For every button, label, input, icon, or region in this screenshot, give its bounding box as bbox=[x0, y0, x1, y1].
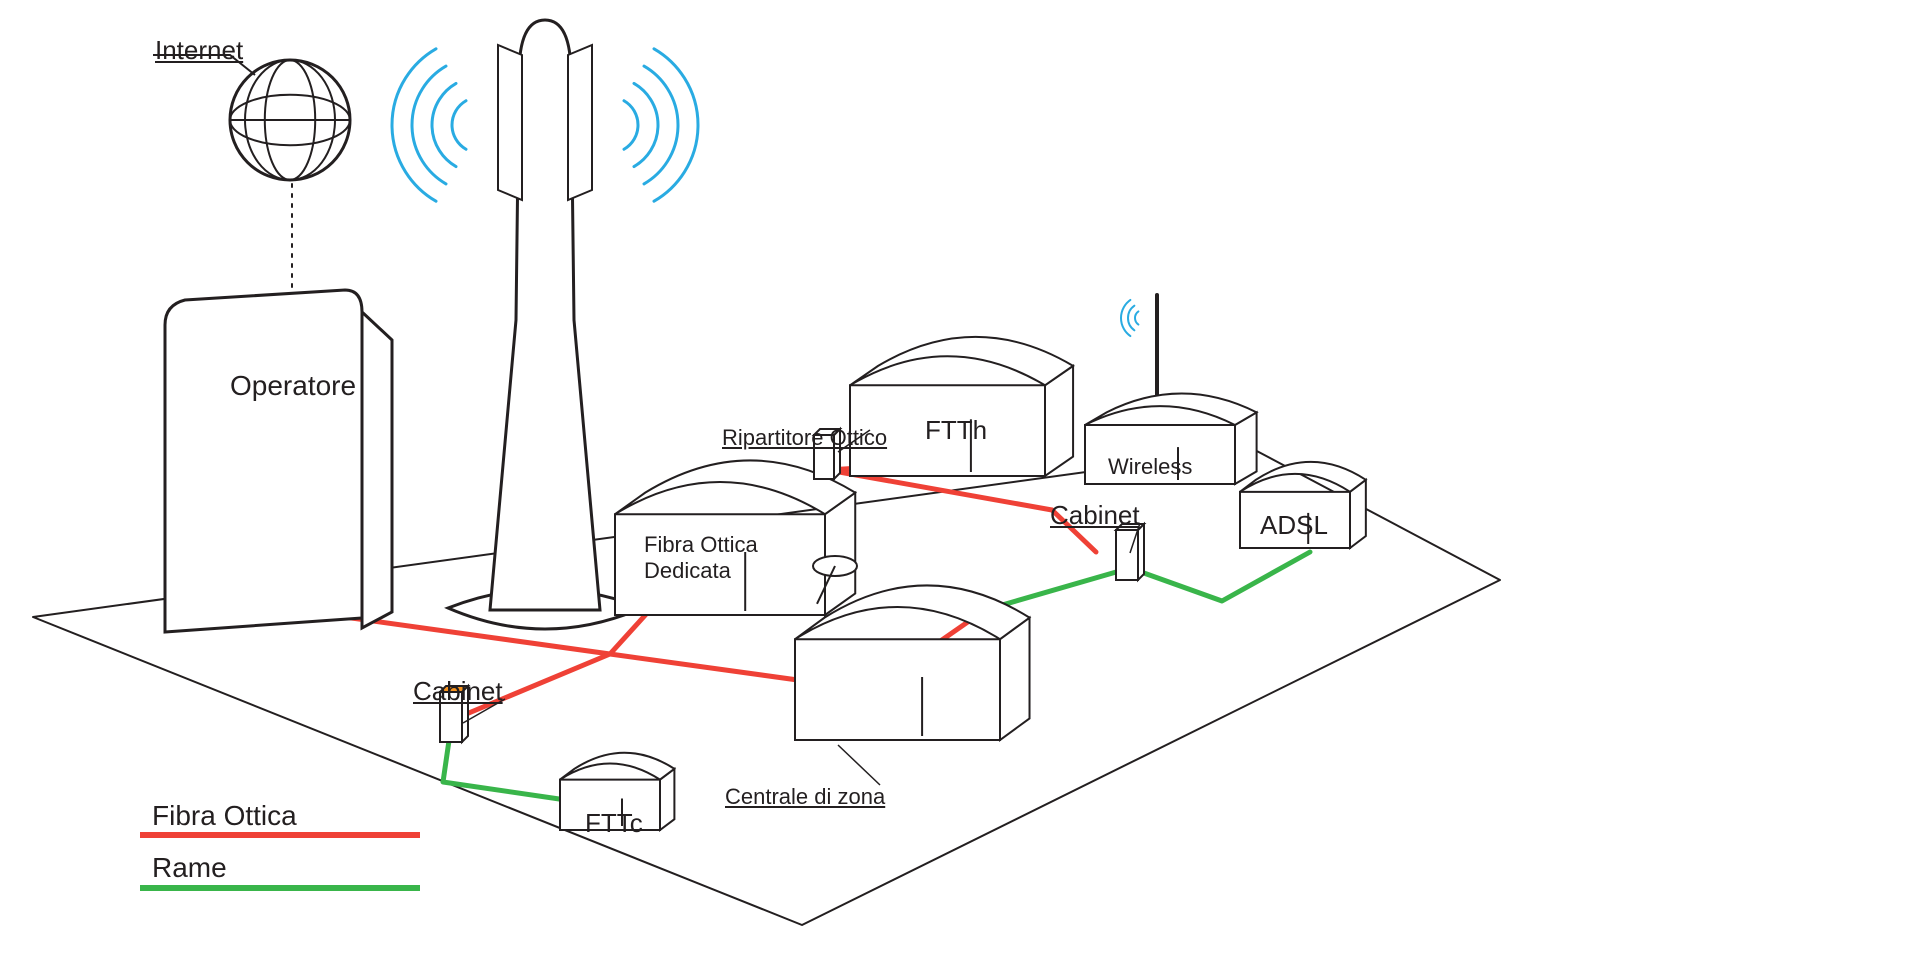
copper-cable bbox=[985, 568, 1130, 610]
adsl-label: ADSL bbox=[1260, 510, 1328, 541]
ftth-building bbox=[850, 337, 1073, 476]
operator-building bbox=[165, 290, 392, 632]
cabinet1-label: Cabinet bbox=[413, 676, 503, 707]
tower-panel bbox=[568, 45, 592, 200]
legend-fibra-label: Fibra Ottica bbox=[152, 800, 297, 832]
internet-label: Internet bbox=[155, 35, 243, 66]
legend-rame-label: Rame bbox=[152, 852, 227, 884]
fibra-dedicata-label: Fibra Ottica Dedicata bbox=[644, 532, 758, 584]
radio-arc bbox=[452, 101, 466, 149]
radio-arc bbox=[644, 66, 678, 184]
wireless-arc bbox=[1128, 306, 1134, 331]
centrale-label: Centrale di zona bbox=[725, 784, 885, 810]
copper-cable bbox=[1130, 552, 1310, 601]
centrale-leader bbox=[838, 745, 880, 785]
radio-arc bbox=[392, 49, 436, 201]
wireless-arc bbox=[1135, 311, 1138, 324]
cabinet2-label: Cabinet bbox=[1050, 500, 1140, 531]
radio-arc bbox=[624, 101, 638, 149]
fttc-label: FTTc bbox=[585, 808, 643, 839]
ftth-label: FTTh bbox=[925, 415, 987, 446]
tower-panel bbox=[498, 45, 522, 200]
ripartitore-label: Ripartitore Ottico bbox=[722, 425, 887, 451]
wireless-label: Wireless bbox=[1108, 454, 1192, 480]
radio-arc bbox=[654, 49, 698, 201]
operatore-label: Operatore bbox=[230, 370, 356, 402]
radio-arc bbox=[412, 66, 446, 184]
